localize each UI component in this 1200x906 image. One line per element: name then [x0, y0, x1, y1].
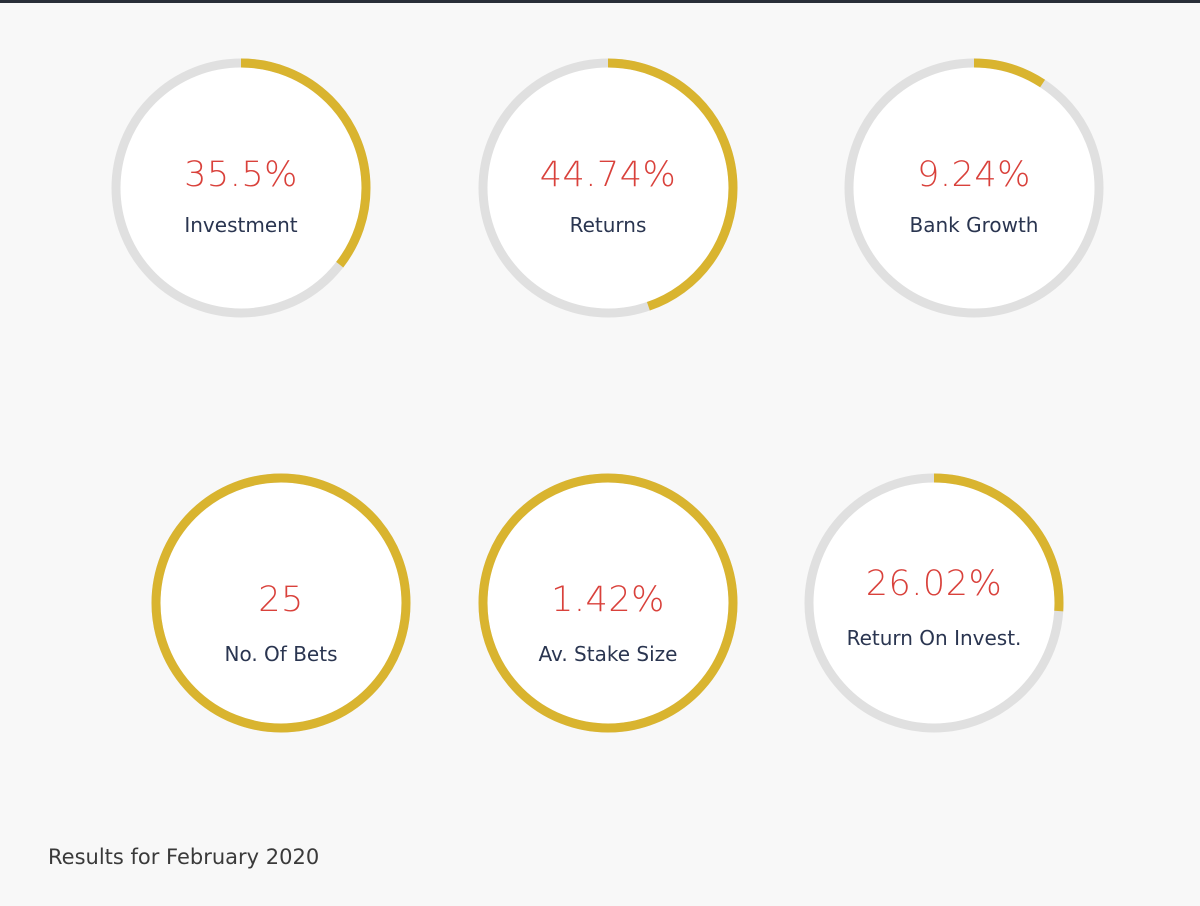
dial-return-on-invest: 26.02% Return On Invest. [803, 472, 1065, 734]
dial-value: 35.5% [184, 155, 298, 195]
results-caption: Results for February 2020 [48, 845, 320, 869]
progress-ring [111, 58, 371, 318]
dial-bank-growth: 9.24% Bank Growth [843, 57, 1105, 319]
dial-value: 25 [258, 580, 304, 620]
ring-progress [804, 473, 1064, 733]
progress-ring [844, 58, 1104, 318]
ring-progress [111, 58, 371, 318]
dial-value: 9.24% [917, 155, 1031, 195]
progress-ring [478, 473, 738, 733]
dial-label: Bank Growth [909, 213, 1039, 237]
progress-ring [151, 473, 411, 733]
progress-ring [804, 473, 1064, 733]
dial-av-stake-size: 1.42% Av. Stake Size [477, 472, 739, 734]
ring-progress [844, 58, 1104, 318]
dial-value: 1.42% [551, 580, 665, 620]
ring-progress [478, 473, 738, 733]
dial-investment: 35.5% Investment [110, 57, 372, 319]
ring-progress [151, 473, 411, 733]
dial-label: No. Of Bets [224, 642, 338, 666]
dial-label: Investment [184, 213, 298, 237]
dial-label: Return On Invest. [846, 626, 1022, 650]
dial-no-of-bets: 25 No. Of Bets [150, 472, 412, 734]
dial-label: Av. Stake Size [538, 642, 678, 666]
dial-label: Returns [569, 213, 647, 237]
progress-ring [478, 58, 738, 318]
dial-value: 44.74% [539, 155, 677, 195]
top-bar [0, 0, 1200, 3]
dial-returns: 44.74% Returns [477, 57, 739, 319]
dial-value: 26.02% [865, 564, 1003, 604]
ring-progress [478, 58, 738, 318]
